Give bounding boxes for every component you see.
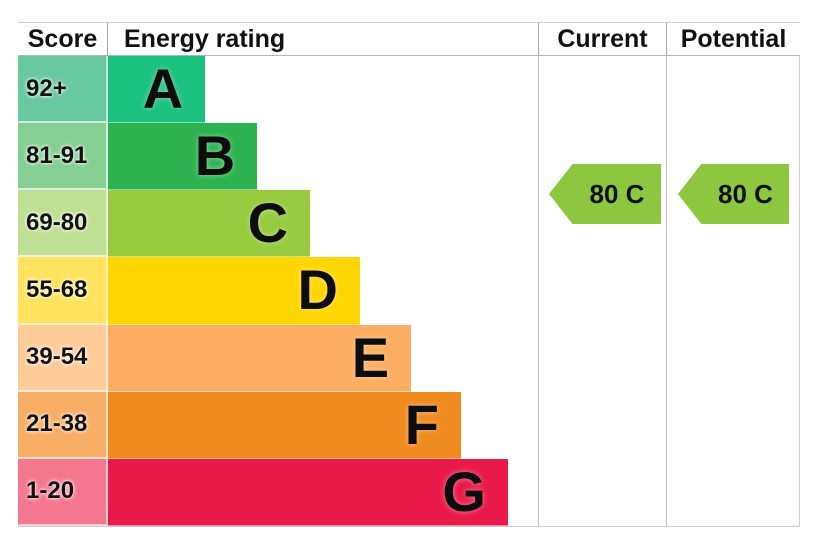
rating-bar: A <box>108 56 206 124</box>
rating-bar-cell: C <box>108 190 538 258</box>
rating-bar-cell: B <box>108 123 538 191</box>
rating-letter: D <box>297 258 338 322</box>
score-range-cell: 81-91 <box>18 123 108 191</box>
potential-column-header: Potential <box>666 23 800 56</box>
rating-bar: G <box>108 458 508 526</box>
rating-bar: C <box>108 190 311 258</box>
potential-rating-column: 80 C <box>666 56 800 526</box>
current-column-header: Current <box>538 23 666 56</box>
rating-bar: B <box>108 123 258 191</box>
rating-bar-cell: A <box>108 56 538 124</box>
score-range-cell: 39-54 <box>18 324 108 392</box>
rating-letter: C <box>247 191 289 255</box>
potential-rating-arrow: 80 C <box>678 164 789 224</box>
current-rating-value: 80 C <box>589 178 645 209</box>
rating-bar-cell: D <box>108 257 538 325</box>
rating-letter: F <box>404 392 440 456</box>
current-rating-arrow: 80 C <box>549 164 661 224</box>
current-rating-column: 80 C <box>538 56 666 526</box>
rating-bar-cell: E <box>108 324 538 392</box>
rating-bar: D <box>108 257 360 325</box>
rating-bar: E <box>108 324 412 392</box>
rating-bar: F <box>108 391 462 459</box>
score-range-cell: 21-38 <box>18 391 108 459</box>
rating-letter: G <box>442 459 486 523</box>
score-range-cell: 1-20 <box>18 458 108 526</box>
score-range-cell: 92+ <box>18 56 108 124</box>
epc-rating-table: Score Energy rating Current Potential 80… <box>18 22 800 527</box>
rating-bar-cell: F <box>108 391 538 459</box>
energy-rating-column-header: Energy rating <box>108 23 538 56</box>
rating-letter: A <box>142 57 184 121</box>
score-column-header: Score <box>18 23 108 56</box>
rating-bar-cell: G <box>108 458 538 526</box>
rating-letter: E <box>351 325 390 389</box>
score-range-cell: 69-80 <box>18 190 108 258</box>
rating-letter: B <box>194 124 236 188</box>
potential-rating-value: 80 C <box>718 178 773 209</box>
score-range-cell: 55-68 <box>18 257 108 325</box>
